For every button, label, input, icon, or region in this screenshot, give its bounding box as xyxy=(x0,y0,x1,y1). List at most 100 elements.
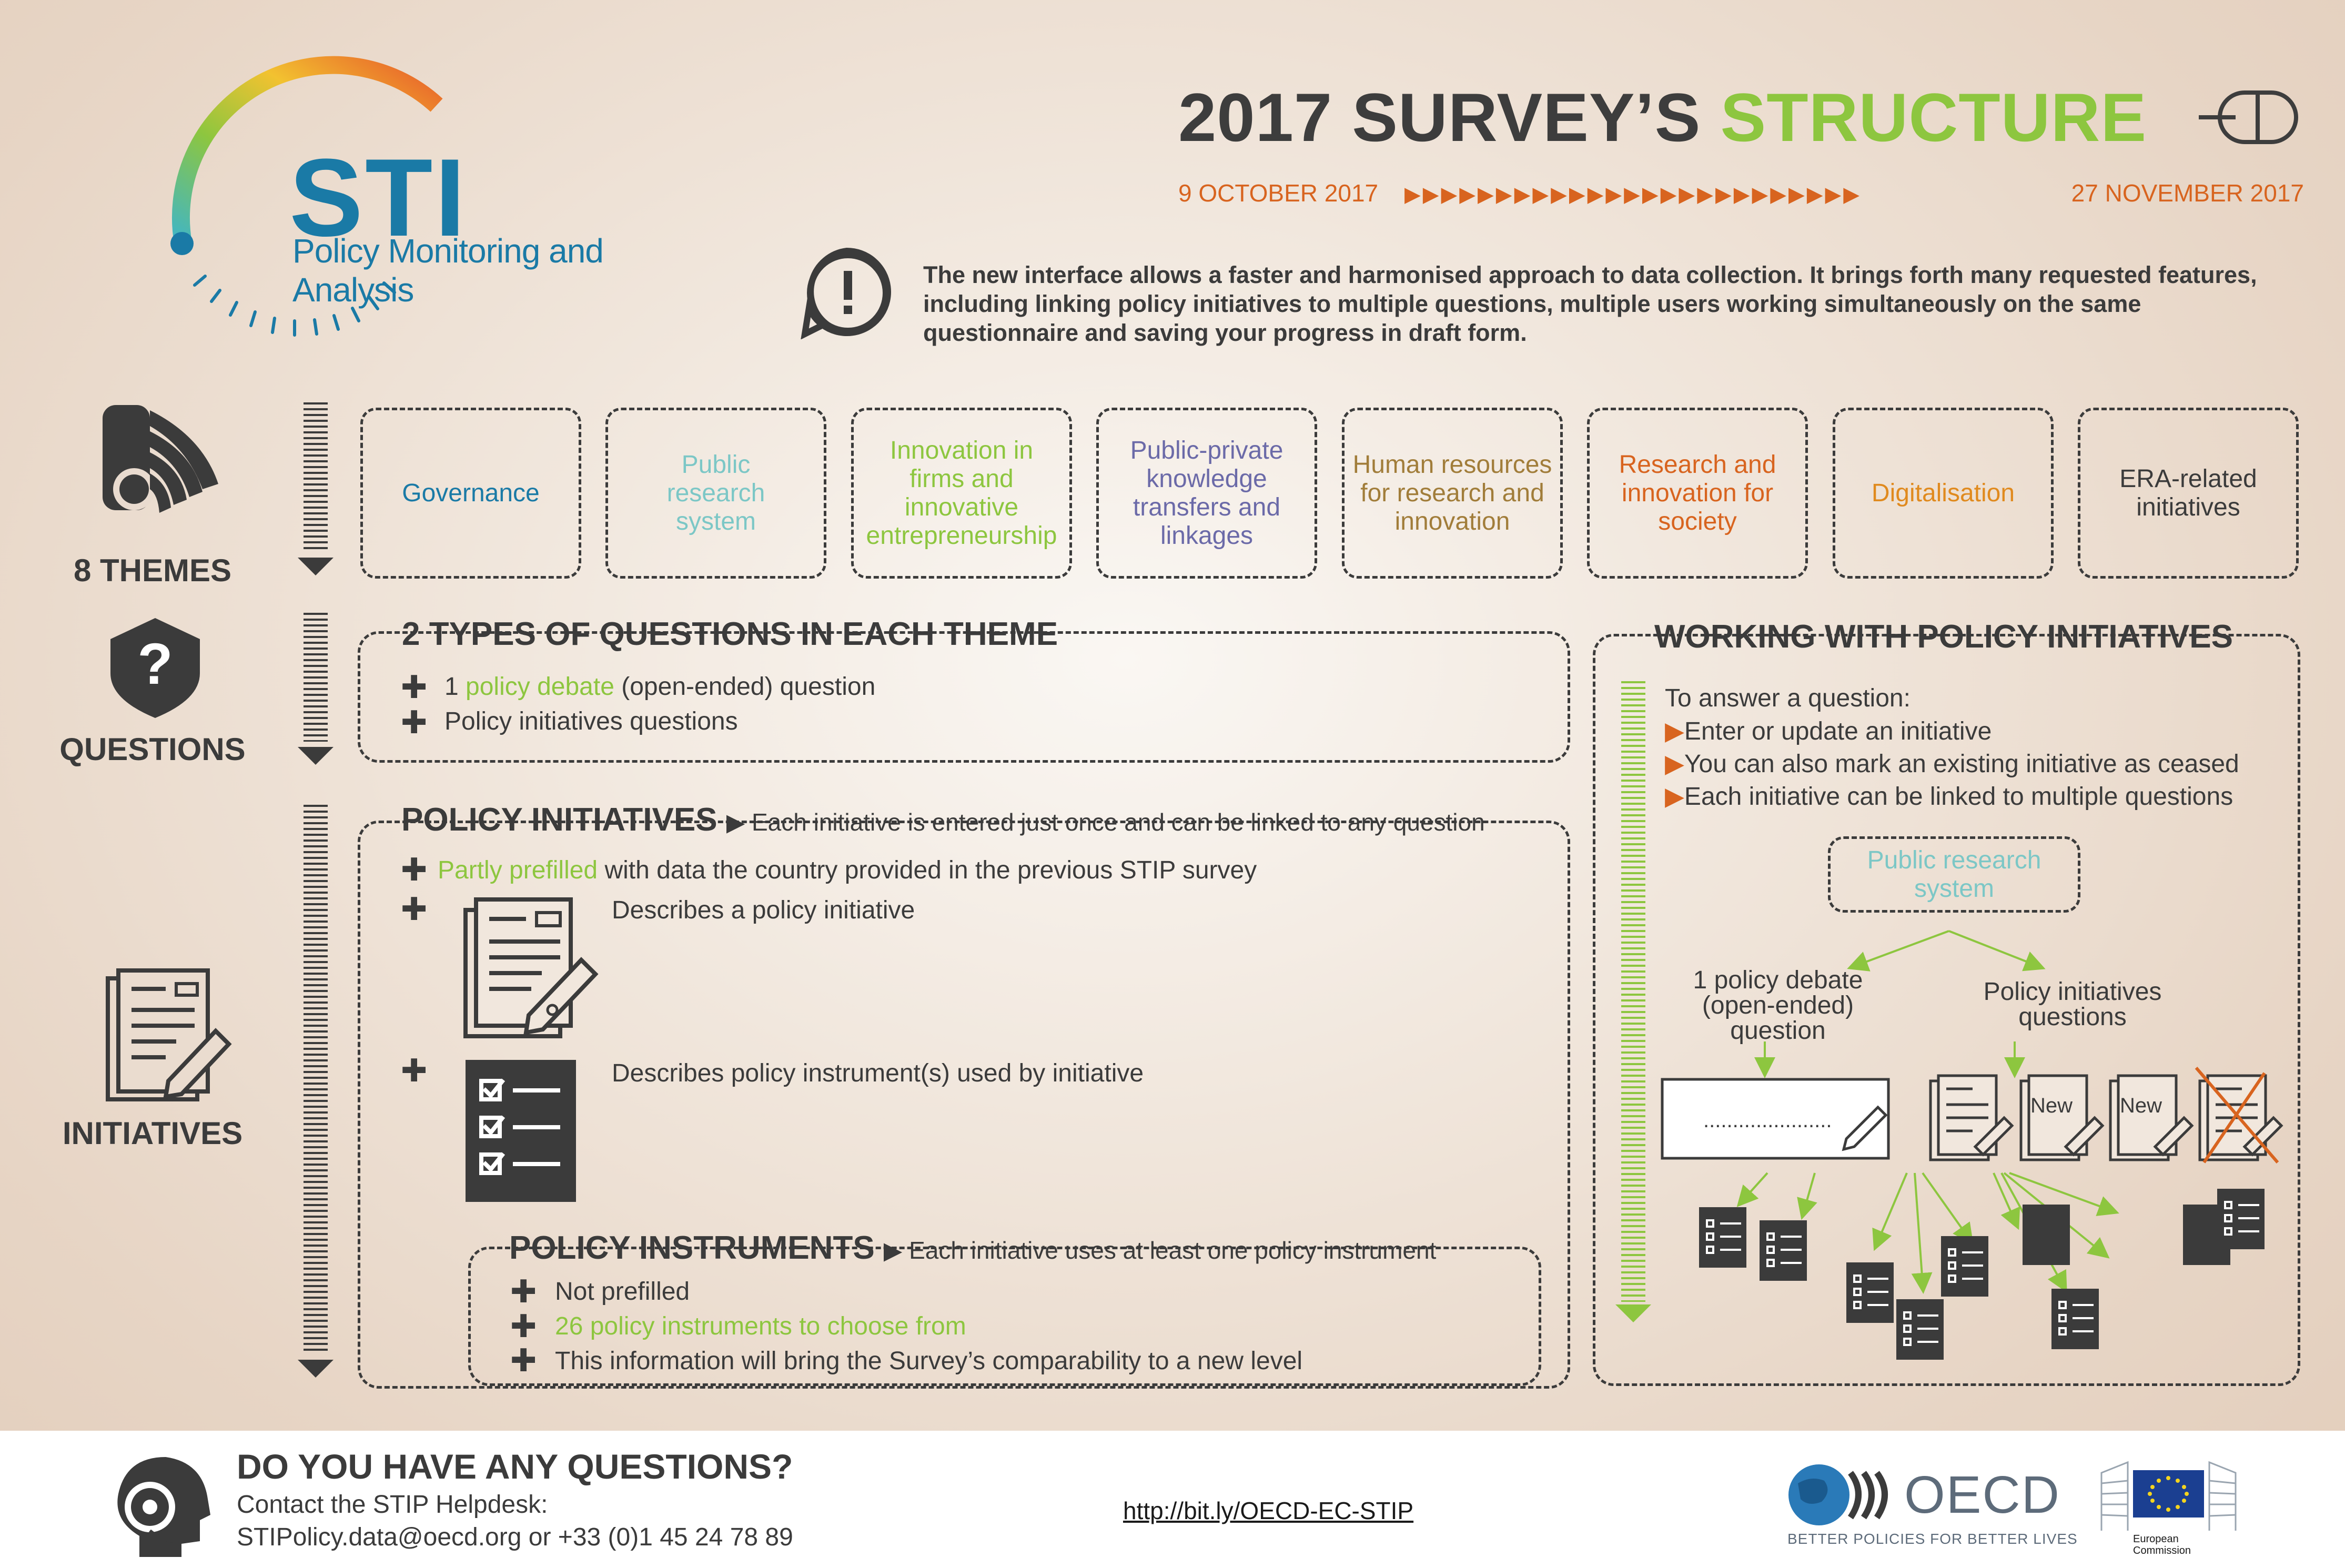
theme-era: ERA-related initiatives xyxy=(2078,408,2299,579)
new-label: New xyxy=(2120,1094,2162,1117)
theme-label: Research and innovation for society xyxy=(1619,450,1776,535)
example-theme-box: Public research system xyxy=(1828,836,2080,913)
theme-label: ERA-related initiatives xyxy=(2119,464,2257,521)
theme-digitalisation: Digitalisation xyxy=(1833,408,2054,579)
survey-path-icon xyxy=(2199,90,2298,144)
theme-label: Public research system xyxy=(666,450,765,535)
questions-panel-title: 2 TYPES OF QUESTIONS IN EACH THEME xyxy=(402,616,1058,652)
contact-line1: Contact the STIP Helpdesk: xyxy=(237,1491,548,1519)
sti-gauge-icon xyxy=(170,56,443,337)
ec-wordmark: European Commission xyxy=(2133,1533,2191,1556)
themes-arrow xyxy=(304,402,328,552)
theme-public-research: Public research system xyxy=(605,408,826,579)
working-bullet-text: Enter or update an initiative xyxy=(1684,717,1992,745)
footer-contact: Contact the STIP Helpdesk: STIPolicy.dat… xyxy=(237,1489,793,1554)
debate-suffix: (open-ended) question xyxy=(614,673,876,701)
page-title: 2017 SURVEY’S STRUCTURE xyxy=(1178,78,2147,157)
initiatives-question-label: Policy initiatives questions xyxy=(1983,978,2162,1031)
oecd-globe-icon xyxy=(1788,1464,1888,1525)
svg-text:?: ? xyxy=(137,632,173,696)
working-arrow-head xyxy=(1615,1304,1651,1322)
sti-acronym: STI xyxy=(289,136,468,259)
new-label: New xyxy=(2030,1094,2073,1117)
initiatives-label: INITIATIVES xyxy=(62,1116,243,1151)
instruments-not-prefilled: Not prefilled xyxy=(555,1278,690,1306)
european-commission-logo xyxy=(2100,1461,2237,1531)
questions-arrow-head xyxy=(298,747,333,765)
themes-label: 8 THEMES xyxy=(73,553,232,588)
question-type-initiatives: Policy initiatives questions xyxy=(444,707,738,735)
instruments-count: 26 policy instruments to choose from xyxy=(555,1312,966,1340)
questions-arrow xyxy=(304,613,328,742)
date-end: 27 NOVEMBER 2017 xyxy=(2071,179,2304,207)
survey-dates: 9 OCTOBER 2017 ▶▶▶▶▶▶▶▶▶▶▶▶▶▶▶▶▶▶▶▶▶▶▶▶▶… xyxy=(1178,179,2304,210)
theme-society: Research and innovation for society xyxy=(1587,408,1808,579)
question-shield-icon: ? xyxy=(110,618,200,718)
document-edit-icon xyxy=(106,968,232,1101)
ec-line2: Commission xyxy=(2133,1545,2191,1556)
working-bullet: ▶Enter or update an initiative xyxy=(1665,717,1992,745)
initiatives-diagram xyxy=(1661,930,2283,1360)
working-bullet: ▶You can also mark an existing initiativ… xyxy=(1665,750,2239,778)
initiatives-arrow-head xyxy=(298,1360,333,1378)
footer: DO YOU HAVE ANY QUESTIONS? Contact the S… xyxy=(0,1431,2345,1568)
working-bullet: ▶Each initiative can be linked to multip… xyxy=(1665,783,2233,811)
sti-subtitle: Policy Monitoring and Analysis xyxy=(292,232,604,309)
debate-question-label: 1 policy debate (open-ended) question xyxy=(1693,966,1863,1045)
date-start: 9 OCTOBER 2017 xyxy=(1178,179,1379,207)
working-bullet-text: Each initiative can be linked to multipl… xyxy=(1684,783,2233,811)
notice-text: The new interface allows a faster and ha… xyxy=(923,261,2257,346)
theme-knowledge-transfer: Public-private knowledge transfers and l… xyxy=(1096,408,1317,579)
initiatives-prefilled: Partly prefilled with data the country p… xyxy=(438,856,1257,885)
plus-icon: ✚ xyxy=(510,1274,537,1309)
theme-governance: Governance xyxy=(360,408,581,579)
checklist-icon xyxy=(466,1060,576,1202)
title-part2: STRUCTURE xyxy=(1720,79,2147,156)
question-type-debate: 1 policy debate (open-ended) question xyxy=(444,672,875,701)
debate-prefix: 1 xyxy=(444,673,466,701)
theme-label: Digitalisation xyxy=(1871,479,2015,507)
prefilled-highlight: Partly prefilled xyxy=(438,856,598,884)
initiatives-subtitle-text: Each initiative is entered just once and… xyxy=(751,808,1485,836)
theme-human-resources: Human resources for research and innovat… xyxy=(1342,408,1563,579)
plus-icon: ✚ xyxy=(401,892,428,927)
instruments-comparability: This information will bring the Survey’s… xyxy=(555,1347,1303,1375)
initiatives-subtitle: ▶ Each initiative is entered just once a… xyxy=(726,808,1485,836)
instruments-subtitle: ▶ Each initiative uses at least one poli… xyxy=(883,1237,1437,1264)
contact-line2[interactable]: STIPolicy.data@oecd.org or +33 (0)1 45 2… xyxy=(237,1523,793,1551)
plus-icon: ✚ xyxy=(510,1309,537,1344)
sti-logo: STI Policy Monitoring and Analysis xyxy=(142,47,721,363)
themes-arrow-head xyxy=(298,558,333,575)
initiatives-describes: Describes a policy initiative xyxy=(612,896,915,924)
initiatives-arrow xyxy=(304,805,328,1354)
policy-document-icon xyxy=(463,897,599,1038)
theme-label: Human resources for research and innovat… xyxy=(1352,450,1552,535)
working-intro: To answer a question: xyxy=(1665,684,1911,712)
theme-label: Innovation in firms and innovative entre… xyxy=(866,436,1057,550)
initiatives-panel-title: POLICY INITIATIVES ▶ Each initiative is … xyxy=(397,801,1489,838)
working-arrow xyxy=(1621,681,1645,1302)
plus-icon: ✚ xyxy=(401,705,428,740)
plus-icon: ✚ xyxy=(401,1053,428,1088)
theme-innovation: Innovation in firms and innovative entre… xyxy=(851,408,1072,579)
working-bullet-text: You can also mark an existing initiative… xyxy=(1684,750,2239,778)
plus-icon: ✚ xyxy=(401,852,428,887)
instruments-subtitle-text: Each initiative uses at least one policy… xyxy=(909,1237,1437,1264)
exclamation-icon xyxy=(801,247,891,339)
plus-icon: ✚ xyxy=(401,670,428,705)
date-arrows: ▶▶▶▶▶▶▶▶▶▶▶▶▶▶▶▶▶▶▶▶▶▶▶▶▶ xyxy=(1404,183,1862,206)
instruments-panel xyxy=(468,1247,1541,1386)
working-panel-title: WORKING WITH POLICY INITIATIVES xyxy=(1654,619,2233,655)
prefilled-text: with data the country provided in the pr… xyxy=(598,856,1257,884)
oecd-tagline: BETTER POLICIES FOR BETTER LIVES xyxy=(1787,1531,2078,1547)
oecd-wordmark: OECD xyxy=(1904,1465,2060,1524)
questions-panel xyxy=(358,631,1570,763)
title-part1: 2017 SURVEY’S xyxy=(1178,79,1721,156)
footer-title: DO YOU HAVE ANY QUESTIONS? xyxy=(237,1447,793,1486)
theme-label: Public-private knowledge transfers and l… xyxy=(1130,436,1283,550)
survey-link[interactable]: http://bit.ly/OECD-EC-STIP xyxy=(1123,1497,1414,1524)
debate-highlight: policy debate xyxy=(466,673,614,701)
themes-icon xyxy=(103,405,218,513)
plus-icon: ✚ xyxy=(510,1343,537,1378)
initiatives-instruments: Describes policy instrument(s) used by i… xyxy=(612,1059,1144,1087)
